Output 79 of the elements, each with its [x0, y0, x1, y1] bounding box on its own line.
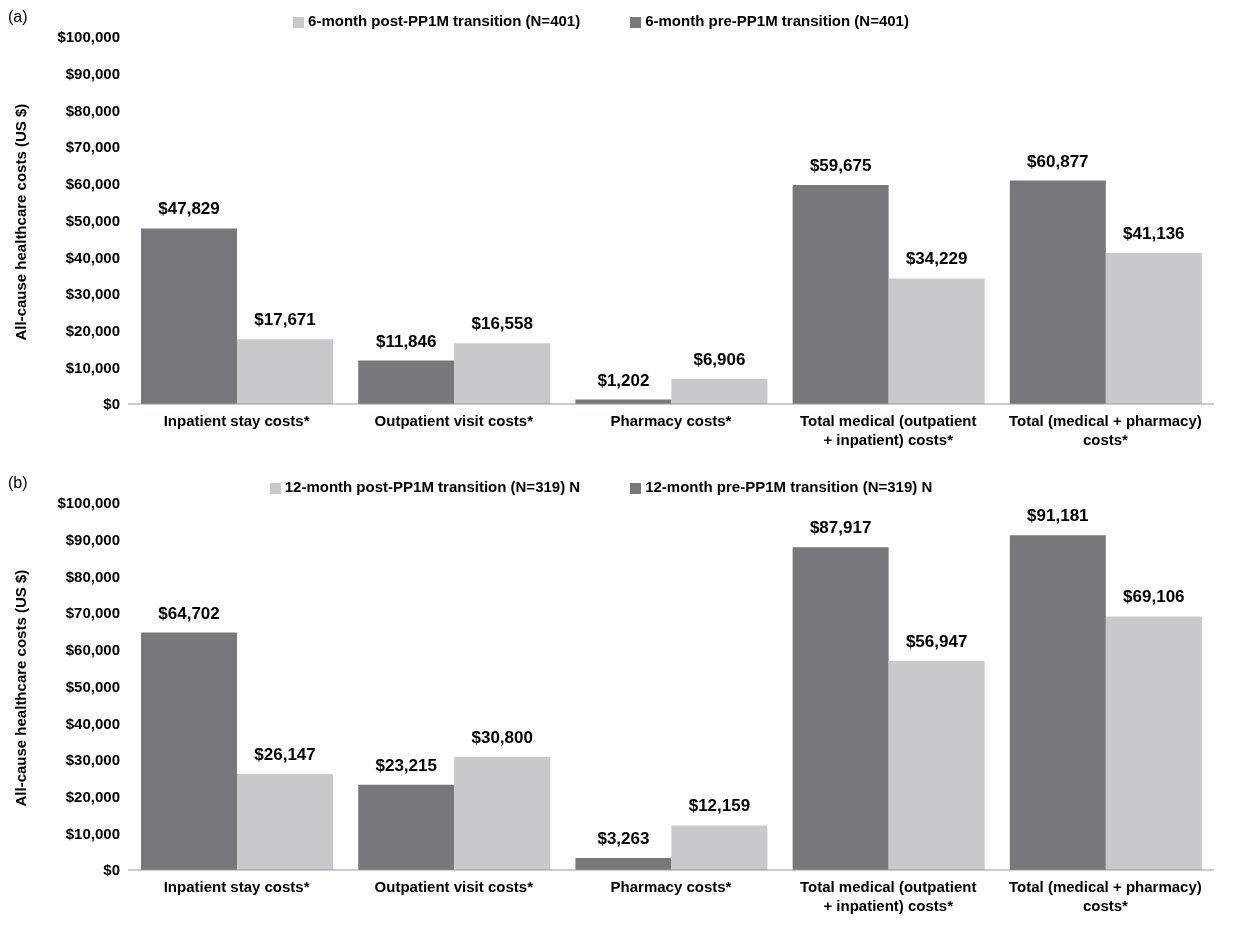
bar: [1009, 535, 1106, 870]
y-tick-label: $10,000: [65, 824, 120, 842]
data-label: $41,136: [1123, 224, 1185, 244]
y-tick-label: $10,000: [65, 358, 120, 376]
legend-label: 6-month post-PP1M transition (N=401): [308, 12, 581, 29]
x-tick-label: Total (medical + pharmacy) costs*: [1009, 412, 1202, 448]
x-tick-label: Total (medical + pharmacy) costs*: [1009, 878, 1202, 914]
data-label: $11,846: [375, 331, 437, 351]
data-label: $59,675: [809, 155, 872, 175]
y-tick-label: $50,000: [65, 677, 120, 695]
data-label: $26,147: [254, 745, 316, 765]
legend-label: 12-month pre-PP1M transition (N=319) N: [645, 478, 933, 495]
data-label: $69,106: [1123, 587, 1185, 607]
y-tick-label: $90,000: [65, 65, 120, 83]
y-axis-title: All-cause healthcare costs (US $): [12, 569, 30, 807]
bar: [671, 825, 768, 870]
data-label: $91,181: [1027, 506, 1089, 526]
y-tick-label: $90,000: [65, 531, 120, 549]
chart-title: (b): [8, 474, 28, 492]
bar: [671, 378, 768, 404]
bar: [454, 756, 551, 870]
bar: [792, 547, 889, 870]
data-label: $34,229: [905, 249, 968, 269]
bar: [888, 278, 985, 404]
data-label: $1,202: [597, 370, 650, 390]
y-tick-label: $50,000: [65, 211, 120, 229]
y-tick-label: $60,000: [65, 641, 120, 659]
bar: [454, 343, 551, 404]
bar: [141, 228, 238, 404]
x-tick-label: Outpatient visit costs*: [374, 878, 534, 895]
y-tick-label: $80,000: [65, 567, 120, 585]
y-tick-label: $100,000: [57, 494, 120, 512]
data-label: $60,877: [1027, 151, 1089, 171]
data-label: $16,558: [471, 314, 533, 334]
bar: [358, 360, 455, 404]
y-tick-label: $30,000: [65, 285, 120, 303]
y-tick-label: $40,000: [65, 714, 120, 732]
bar: [141, 632, 238, 870]
data-label: $17,671: [254, 310, 316, 330]
chart-title: (a): [8, 8, 28, 26]
x-tick-label: Pharmacy costs*: [610, 878, 732, 895]
data-label: $23,215: [375, 755, 437, 775]
y-tick-label: $70,000: [65, 604, 120, 622]
x-tick-label: Inpatient stay costs*: [163, 412, 310, 429]
y-tick-label: $0: [103, 395, 120, 413]
data-label: $47,829: [158, 199, 220, 219]
data-label: $6,906: [693, 349, 746, 369]
x-tick-label: Pharmacy costs*: [610, 412, 732, 429]
data-label: $3,263: [597, 829, 650, 849]
x-tick-label: Total medical (outpatient + inpatient) costs*: [800, 412, 977, 448]
bar: [888, 661, 985, 870]
bar: [575, 858, 672, 870]
bar: [358, 784, 455, 870]
bar: [1105, 253, 1202, 404]
bar: [1009, 180, 1106, 404]
bar: [237, 774, 334, 870]
data-label: $87,917: [809, 518, 872, 538]
bar: [237, 339, 334, 404]
data-label: $30,800: [471, 727, 533, 747]
data-label: $12,159: [688, 796, 751, 816]
data-label: $56,947: [905, 632, 968, 651]
x-tick-label: Inpatient stay costs*: [163, 878, 310, 895]
y-axis-title: All-cause healthcare costs (US $): [12, 103, 30, 341]
y-tick-label: $60,000: [65, 175, 120, 193]
y-tick-label: $80,000: [65, 101, 120, 119]
legend-label: 12-month post-PP1M transition (N=319) N: [284, 478, 581, 495]
data-label: $64,702: [158, 603, 220, 623]
x-tick-label: Outpatient visit costs*: [374, 412, 534, 429]
y-tick-label: $40,000: [65, 248, 120, 266]
y-tick-label: $0: [103, 861, 120, 879]
y-tick-label: $100,000: [57, 28, 120, 46]
bar: [792, 184, 889, 404]
y-tick-label: $20,000: [65, 321, 120, 339]
y-tick-label: $70,000: [65, 138, 120, 156]
x-tick-label: Total medical (outpatient + inpatient) costs*: [800, 878, 977, 914]
y-tick-label: $30,000: [65, 751, 120, 769]
y-tick-label: $20,000: [65, 787, 120, 805]
legend-label: 6-month pre-PP1M transition (N=401): [645, 12, 909, 29]
bar: [1105, 616, 1202, 870]
